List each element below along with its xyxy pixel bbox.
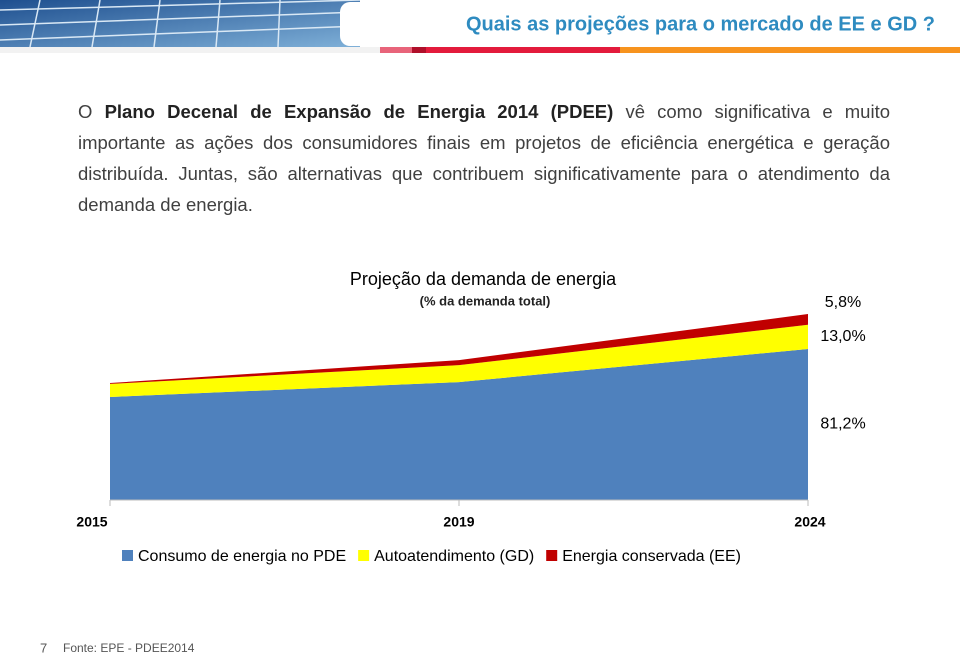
- header: Quais as projeções para o mercado de EE …: [0, 0, 960, 53]
- title-box: [340, 2, 960, 46]
- strip: [0, 47, 380, 53]
- value-label: 81,2%: [820, 416, 865, 433]
- strip: [412, 47, 426, 53]
- x-tick-label: 2019: [443, 514, 474, 530]
- legend-label: Autoatendimento (GD): [374, 548, 534, 565]
- page-number: 7: [40, 640, 47, 655]
- area: [110, 314, 808, 384]
- panel-grid: [0, 0, 361, 48]
- value-label: 13,0%: [820, 328, 865, 345]
- area: [110, 324, 808, 397]
- legend-swatch: [358, 550, 370, 561]
- legend-swatch: [546, 550, 558, 561]
- bold-text: Plano Decenal de Expansão de Energia 201…: [104, 101, 614, 122]
- strip: [380, 47, 412, 53]
- area: [110, 348, 808, 500]
- strip: [620, 47, 960, 53]
- chart-title: Projeção da demanda de energia: [350, 269, 617, 289]
- text: vê como significativa e muito importante…: [78, 101, 891, 215]
- chart-subtitle: (% da demanda total): [420, 293, 551, 308]
- x-tick-label: 2015: [76, 514, 107, 530]
- paragraph: O Plano Decenal de Expansão de Energia 2…: [78, 96, 890, 220]
- value-label: 5,8%: [825, 294, 861, 311]
- x-tick-label: 2024: [794, 514, 825, 530]
- legend-label: Energia conservada (EE): [562, 548, 741, 565]
- legend-label: Consumo de energia no PDE: [138, 548, 346, 565]
- source: Fonte: EPE - PDEE2014: [63, 641, 195, 655]
- slide-title: Quais as projeções para o mercado de EE …: [466, 13, 935, 35]
- text: O: [78, 101, 105, 122]
- strip: [426, 47, 620, 53]
- legend-swatch: [122, 550, 133, 561]
